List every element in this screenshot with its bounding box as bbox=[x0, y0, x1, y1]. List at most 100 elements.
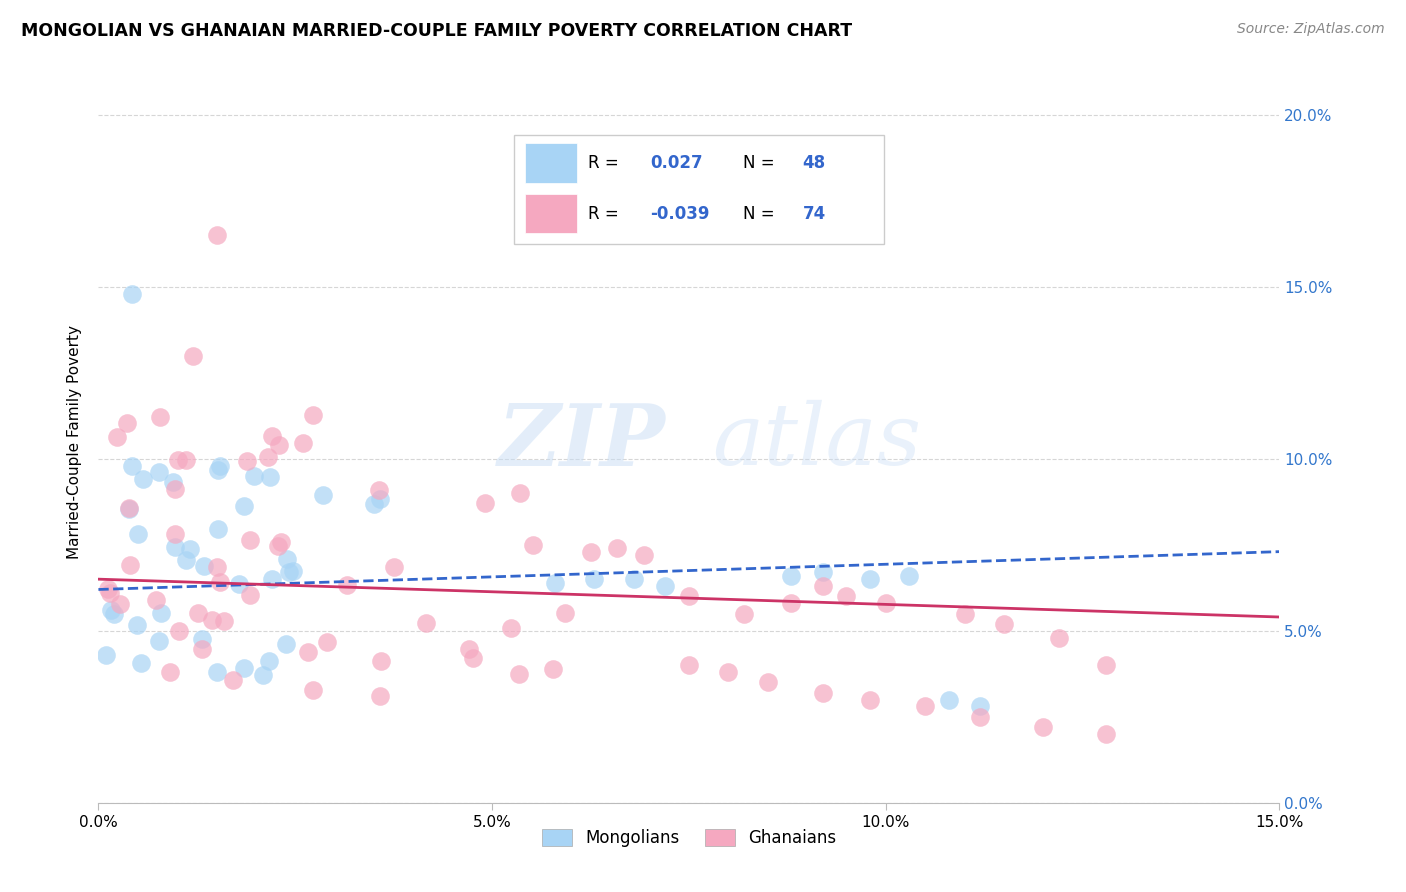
FancyBboxPatch shape bbox=[524, 194, 576, 234]
Point bbox=[150, 606, 173, 620]
Point bbox=[270, 534, 292, 549]
Point bbox=[633, 549, 655, 563]
Point bbox=[953, 607, 976, 621]
Point bbox=[914, 699, 936, 714]
Point bbox=[457, 641, 479, 656]
Point bbox=[103, 607, 125, 622]
Point bbox=[118, 501, 141, 516]
Point bbox=[120, 558, 142, 572]
Point bbox=[193, 559, 215, 574]
Point bbox=[274, 637, 297, 651]
Point bbox=[312, 488, 335, 502]
Point bbox=[281, 565, 304, 579]
Text: R =: R = bbox=[588, 204, 619, 223]
Point bbox=[336, 578, 359, 592]
Text: atlas: atlas bbox=[713, 401, 922, 483]
Point bbox=[222, 673, 245, 688]
Point bbox=[859, 572, 882, 586]
Text: 48: 48 bbox=[803, 154, 825, 172]
Point bbox=[522, 538, 544, 552]
Point bbox=[993, 616, 1015, 631]
Point bbox=[145, 592, 167, 607]
Point bbox=[205, 228, 228, 243]
Point bbox=[205, 665, 228, 680]
Point bbox=[543, 662, 565, 676]
Point bbox=[163, 540, 186, 554]
Point bbox=[132, 472, 155, 486]
Point bbox=[1032, 720, 1054, 734]
Point bbox=[717, 665, 740, 679]
Point bbox=[165, 482, 187, 496]
Point bbox=[167, 453, 190, 467]
Point bbox=[127, 617, 149, 632]
Text: -0.039: -0.039 bbox=[651, 204, 710, 223]
Point bbox=[811, 566, 834, 580]
Text: N =: N = bbox=[744, 204, 775, 223]
Point bbox=[148, 634, 170, 648]
FancyBboxPatch shape bbox=[524, 144, 576, 183]
Point bbox=[297, 645, 319, 659]
Point bbox=[583, 572, 606, 586]
Point bbox=[368, 483, 391, 497]
Point bbox=[1095, 727, 1118, 741]
Point bbox=[654, 579, 676, 593]
Point bbox=[363, 497, 385, 511]
Point bbox=[257, 450, 280, 465]
Point bbox=[148, 465, 170, 479]
Point bbox=[117, 416, 139, 430]
Point bbox=[190, 632, 212, 646]
Legend: Mongolians, Ghanaians: Mongolians, Ghanaians bbox=[536, 822, 842, 854]
Point bbox=[291, 435, 314, 450]
Point bbox=[259, 470, 281, 484]
Point bbox=[118, 502, 141, 516]
Point bbox=[232, 661, 254, 675]
Point bbox=[163, 527, 186, 541]
Point bbox=[127, 527, 149, 541]
Point bbox=[509, 485, 531, 500]
Point bbox=[149, 410, 172, 425]
Point bbox=[239, 588, 262, 602]
Point bbox=[121, 459, 143, 474]
Point bbox=[678, 658, 700, 673]
Text: 74: 74 bbox=[803, 204, 825, 223]
Point bbox=[474, 496, 496, 510]
Point bbox=[129, 656, 152, 670]
Point bbox=[579, 545, 602, 559]
Point bbox=[370, 654, 392, 668]
Point bbox=[302, 408, 325, 422]
Point bbox=[233, 499, 256, 513]
Point bbox=[167, 624, 190, 638]
Point bbox=[382, 560, 405, 574]
Point bbox=[859, 692, 882, 706]
Point bbox=[733, 607, 755, 621]
Point bbox=[811, 579, 834, 593]
Point bbox=[209, 575, 232, 590]
Point bbox=[276, 551, 298, 566]
Point bbox=[207, 522, 229, 536]
Text: N =: N = bbox=[744, 154, 775, 172]
Point bbox=[969, 710, 991, 724]
Point bbox=[162, 475, 184, 490]
Point bbox=[811, 686, 834, 700]
Point bbox=[835, 590, 858, 604]
Point bbox=[243, 469, 266, 483]
Point bbox=[606, 541, 628, 555]
Point bbox=[190, 642, 212, 657]
Point bbox=[1047, 631, 1070, 645]
Point bbox=[96, 648, 118, 662]
Point bbox=[780, 568, 803, 582]
Point bbox=[368, 492, 391, 507]
Point bbox=[415, 616, 437, 631]
Point bbox=[316, 635, 339, 649]
Point bbox=[207, 463, 229, 477]
Point bbox=[239, 533, 262, 547]
Y-axis label: Married-Couple Family Poverty: Married-Couple Family Poverty bbox=[67, 325, 83, 558]
Point bbox=[259, 654, 281, 668]
Point bbox=[938, 692, 960, 706]
Point bbox=[780, 596, 803, 610]
Point bbox=[501, 621, 523, 635]
Point bbox=[179, 541, 201, 556]
Point bbox=[159, 665, 181, 680]
Point bbox=[267, 539, 290, 553]
Point bbox=[260, 572, 283, 586]
